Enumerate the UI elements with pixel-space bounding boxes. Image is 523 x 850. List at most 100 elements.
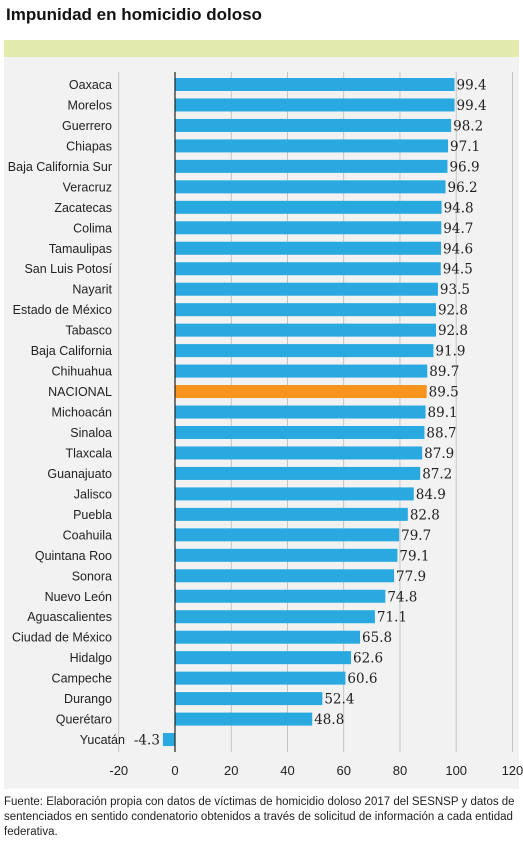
header-band: [4, 40, 519, 57]
category-labels: Oaxaca Morelos Guerrero Chiapas Baja Califor…: [8, 78, 125, 747]
value-label: 88.7: [426, 425, 456, 441]
category-label: Baja California: [31, 344, 112, 358]
category-label: Coahuila: [63, 528, 112, 542]
category-label: Querétaro: [56, 713, 112, 727]
value-label: 79.7: [401, 528, 431, 544]
x-tick-label: -20: [109, 763, 128, 778]
x-tick-label: 120: [502, 763, 523, 778]
bar: [175, 139, 449, 153]
category-label: Sonora: [72, 569, 112, 583]
value-label: 62.6: [353, 651, 383, 667]
bar: [175, 241, 442, 255]
bar: [175, 712, 313, 726]
category-label: Aguascalientes: [27, 610, 112, 624]
category-label: Chihuahua: [52, 365, 113, 379]
value-label: 48.8: [314, 712, 344, 728]
bar: [175, 692, 323, 706]
bar: [175, 405, 426, 419]
bar: [175, 364, 428, 378]
bar: [175, 262, 441, 276]
bar: [175, 118, 452, 132]
bar-highlight: [175, 385, 427, 399]
value-label: 82.8: [410, 507, 440, 523]
bar: [162, 733, 175, 747]
category-label: Colima: [73, 221, 112, 235]
bar: [175, 159, 448, 173]
x-tick-label: 100: [445, 763, 467, 778]
value-label: 99.4: [457, 98, 487, 114]
value-label: 71.1: [377, 610, 407, 626]
bar: [175, 344, 434, 358]
value-label: 52.4: [324, 692, 354, 708]
value-label: 94.8: [444, 200, 474, 216]
bar: [175, 507, 408, 521]
bar: [175, 589, 386, 603]
bar: [175, 282, 438, 296]
chart-panel: [4, 57, 519, 789]
value-label: 60.6: [347, 671, 377, 687]
bar: [175, 610, 375, 624]
value-label: 87.2: [422, 466, 452, 482]
bar: [175, 630, 361, 644]
value-label: 65.8: [362, 630, 392, 646]
category-label: Oaxaca: [69, 78, 112, 92]
category-label: Puebla: [73, 508, 112, 522]
bar: [175, 78, 455, 91]
category-label: Baja California Sur: [8, 160, 112, 174]
bar: [175, 425, 425, 439]
bar: [175, 528, 400, 542]
x-tick-label: 20: [224, 763, 238, 778]
category-label: Ciudad de México: [12, 631, 112, 645]
bar: [175, 487, 414, 501]
value-label: 89.1: [428, 405, 458, 421]
bar: [175, 98, 455, 112]
bar: [175, 671, 346, 685]
x-tick-labels: -20 0 20 40 60 80 100 120: [109, 763, 523, 778]
bar: [175, 323, 436, 337]
bar: [175, 200, 442, 214]
category-label: Quintana Roo: [35, 549, 112, 563]
value-label: 77.9: [396, 569, 426, 585]
bar-chart: Oaxaca Morelos Guerrero Chiapas Baja Califor…: [8, 72, 523, 778]
value-label: 93.5: [440, 282, 470, 298]
bar: [175, 466, 421, 480]
x-tick-label: 40: [280, 763, 294, 778]
source-note: Fuente: Elaboración propia con datos de …: [4, 796, 515, 838]
value-label: 94.7: [443, 221, 473, 237]
value-label: 99.4: [457, 78, 487, 94]
value-label: 96.9: [449, 159, 479, 175]
bar: [175, 446, 423, 460]
bar: [175, 651, 352, 665]
category-label: Guanajuato: [47, 467, 112, 481]
value-label: 74.8: [387, 589, 417, 605]
value-label: 97.1: [450, 139, 480, 155]
value-label: 92.8: [438, 303, 468, 319]
category-label: Tabasco: [65, 324, 112, 338]
value-label: 89.5: [429, 385, 459, 401]
chart-title: Impunidad en homicidio doloso: [6, 5, 262, 24]
category-label: Michoacán: [52, 406, 112, 420]
category-label: NACIONAL: [48, 385, 112, 399]
category-label: Estado de México: [13, 303, 112, 317]
value-label: 94.6: [443, 241, 473, 257]
value-label: 92.8: [438, 323, 468, 339]
category-label: Veracruz: [63, 180, 112, 194]
category-label: Yucatán: [80, 733, 125, 747]
category-label: Guerrero: [62, 119, 112, 133]
bar: [175, 569, 395, 583]
value-label: 79.1: [399, 548, 429, 564]
category-label: Nayarit: [72, 283, 112, 297]
bar: [175, 303, 436, 317]
category-label: Nuevo León: [45, 590, 112, 604]
category-label: Tamaulipas: [49, 242, 112, 256]
x-tick-label: 60: [336, 763, 350, 778]
category-label: San Luis Potosí: [24, 262, 112, 276]
value-label: 89.7: [429, 364, 459, 380]
value-label: 87.9: [424, 446, 454, 462]
category-label: Morelos: [68, 98, 112, 112]
bar: [175, 180, 446, 194]
category-label: Hidalgo: [70, 651, 112, 665]
category-label: Tlaxcala: [65, 446, 112, 460]
value-label: -4.3: [134, 733, 160, 749]
x-tick-label: 0: [171, 763, 178, 778]
